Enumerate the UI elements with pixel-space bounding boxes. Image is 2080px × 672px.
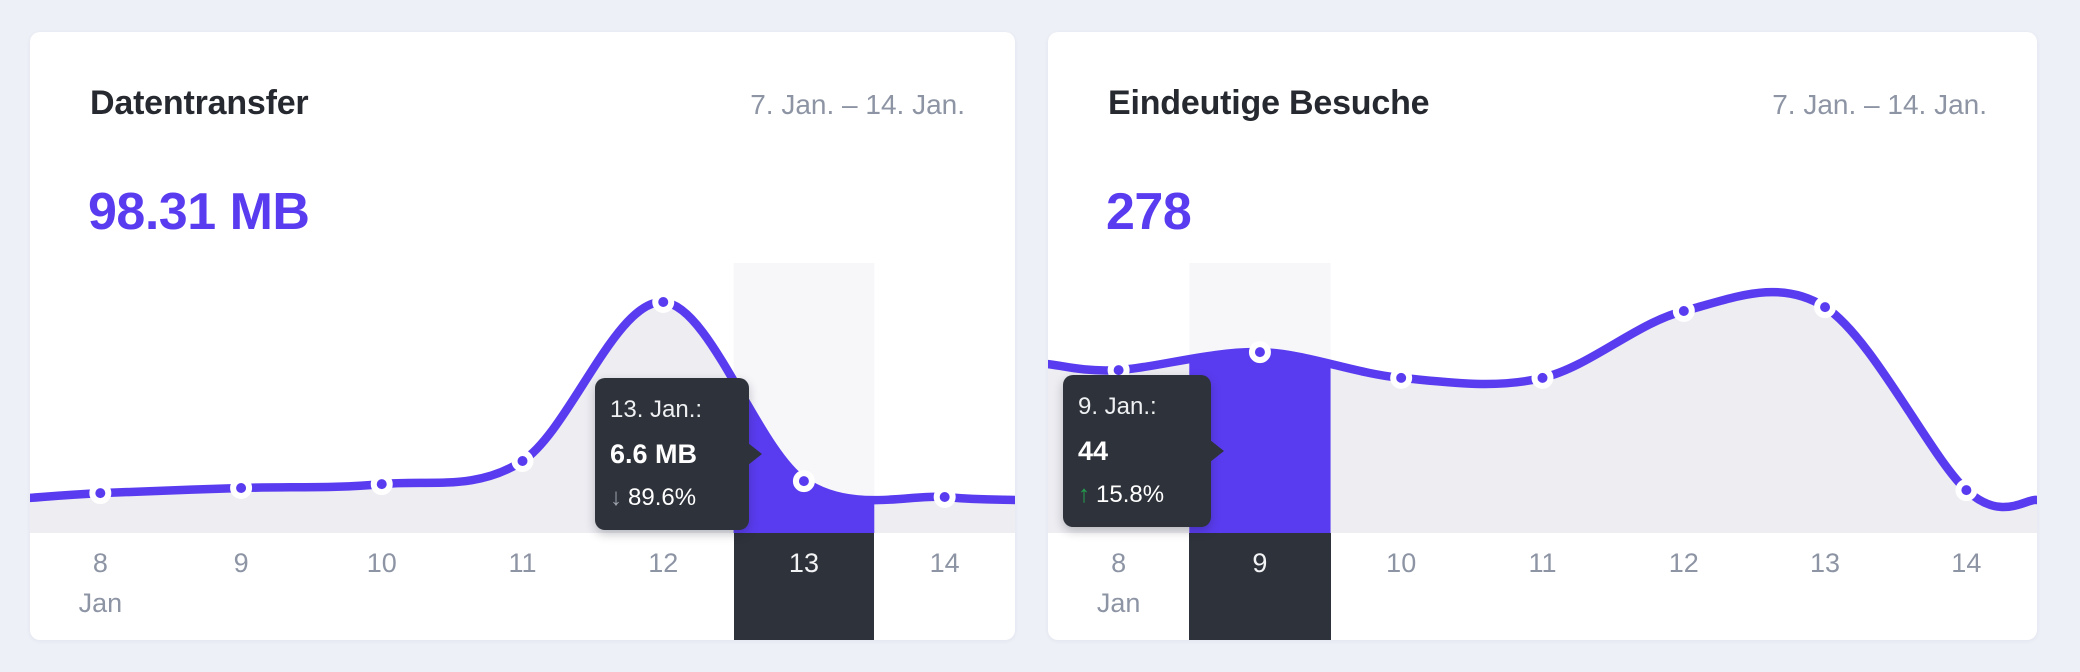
- axis-label: 12: [648, 548, 679, 578]
- down-arrow-icon: ↓: [610, 484, 622, 511]
- data-point[interactable]: [370, 473, 393, 496]
- axis-cell-8[interactable]: 8 Jan: [1048, 533, 1189, 640]
- data-point[interactable]: [230, 477, 253, 499]
- axis-label: 10: [366, 548, 397, 578]
- data-point[interactable]: [511, 450, 534, 472]
- card-title: Eindeutige Besuche: [1108, 84, 1430, 122]
- axis-cell-14[interactable]: 14: [1896, 533, 2037, 640]
- besuche-chart[interactable]: [1048, 233, 2037, 533]
- axis-label: 9: [1252, 548, 1268, 578]
- axis-cell-10[interactable]: 10: [1331, 533, 1472, 640]
- tooltip-value: 6.6 MB: [610, 439, 698, 469]
- data-point[interactable]: [1248, 341, 1271, 364]
- up-arrow-icon: ↑: [1078, 481, 1090, 508]
- axis-month-label: Jan: [1096, 588, 1141, 618]
- axis-label: 11: [508, 548, 537, 578]
- axis-cell-11[interactable]: 11: [452, 533, 593, 640]
- axis-label: 8: [1111, 548, 1127, 578]
- data-point[interactable]: [933, 486, 956, 508]
- card-title: Datentransfer: [90, 84, 309, 122]
- data-point[interactable]: [89, 482, 112, 505]
- datentransfer-card: Datentransfer 7. Jan. – 14. Jan. 98.31 M…: [30, 32, 1015, 640]
- axis-label: 14: [929, 548, 960, 578]
- data-point[interactable]: [1390, 366, 1413, 389]
- axis-cell-11[interactable]: 11: [1472, 533, 1613, 640]
- chart-line: [30, 297, 1015, 505]
- tooltip-date: 9. Jan.:: [1078, 393, 1157, 420]
- axis-cell-14[interactable]: 14: [874, 533, 1015, 640]
- card-header: Datentransfer 7. Jan. – 14. Jan.: [90, 84, 965, 123]
- data-point[interactable]: [1531, 366, 1554, 389]
- datentransfer-chart[interactable]: [30, 233, 1015, 533]
- data-point[interactable]: [1814, 296, 1837, 319]
- date-range: 7. Jan. – 14. Jan.: [750, 89, 965, 120]
- axis-label: 9: [233, 548, 249, 578]
- axis-label: 8: [92, 548, 108, 578]
- tooltip-value: 44: [1078, 436, 1109, 466]
- chart-tooltip: 13. Jan.: 6.6 MB ↓ 89.6%: [595, 378, 749, 530]
- x-axis: 8 Jan 9 10 11 12 13 14: [30, 533, 1015, 640]
- axis-label: 11: [1528, 548, 1557, 578]
- axis-cell-12[interactable]: 12: [1613, 533, 1754, 640]
- highlight-column-fill: [1189, 352, 1331, 533]
- axis-month-label: Jan: [78, 588, 123, 618]
- tooltip-percent: 15.8%: [1096, 481, 1165, 508]
- date-range: 7. Jan. – 14. Jan.: [1772, 89, 1987, 120]
- data-point[interactable]: [652, 291, 675, 313]
- card-header: Eindeutige Besuche 7. Jan. – 14. Jan.: [1108, 84, 1987, 123]
- axis-label: 13: [788, 548, 819, 578]
- chart-line: [1048, 287, 2037, 512]
- chart-tooltip: 9. Jan.: 44 ↑ 15.8%: [1063, 375, 1211, 527]
- x-axis: 8 Jan 9 10 11 12 13 14: [1048, 533, 2037, 640]
- axis-label: 10: [1386, 548, 1417, 578]
- eindeutige-besuche-card: Eindeutige Besuche 7. Jan. – 14. Jan. 27…: [1048, 32, 2037, 640]
- axis-cell-12[interactable]: 12: [593, 533, 734, 640]
- axis-cell-10[interactable]: 10: [311, 533, 452, 640]
- total-value: 278: [1106, 183, 1192, 241]
- tooltip-percent: 89.6%: [628, 484, 697, 511]
- tooltip-change: ↓ 89.6%: [610, 476, 734, 520]
- total-value: 98.31 MB: [88, 183, 310, 241]
- axis-cell-13[interactable]: 13: [733, 533, 875, 640]
- axis-label: 14: [1951, 548, 1982, 578]
- axis-label: 13: [1810, 548, 1841, 578]
- tooltip-change: ↑ 15.8%: [1078, 473, 1196, 517]
- data-point[interactable]: [1672, 300, 1695, 322]
- axis-cell-9[interactable]: 9: [1189, 533, 1331, 640]
- tooltip-date: 13. Jan.:: [610, 396, 703, 423]
- highlight-column-fill: [733, 380, 875, 533]
- data-point[interactable]: [792, 470, 815, 493]
- axis-cell-13[interactable]: 13: [1754, 533, 1895, 640]
- axis-label: 12: [1668, 548, 1699, 578]
- data-point[interactable]: [1955, 479, 1978, 502]
- axis-cell-9[interactable]: 9: [171, 533, 312, 640]
- axis-cell-8[interactable]: 8 Jan: [30, 533, 171, 640]
